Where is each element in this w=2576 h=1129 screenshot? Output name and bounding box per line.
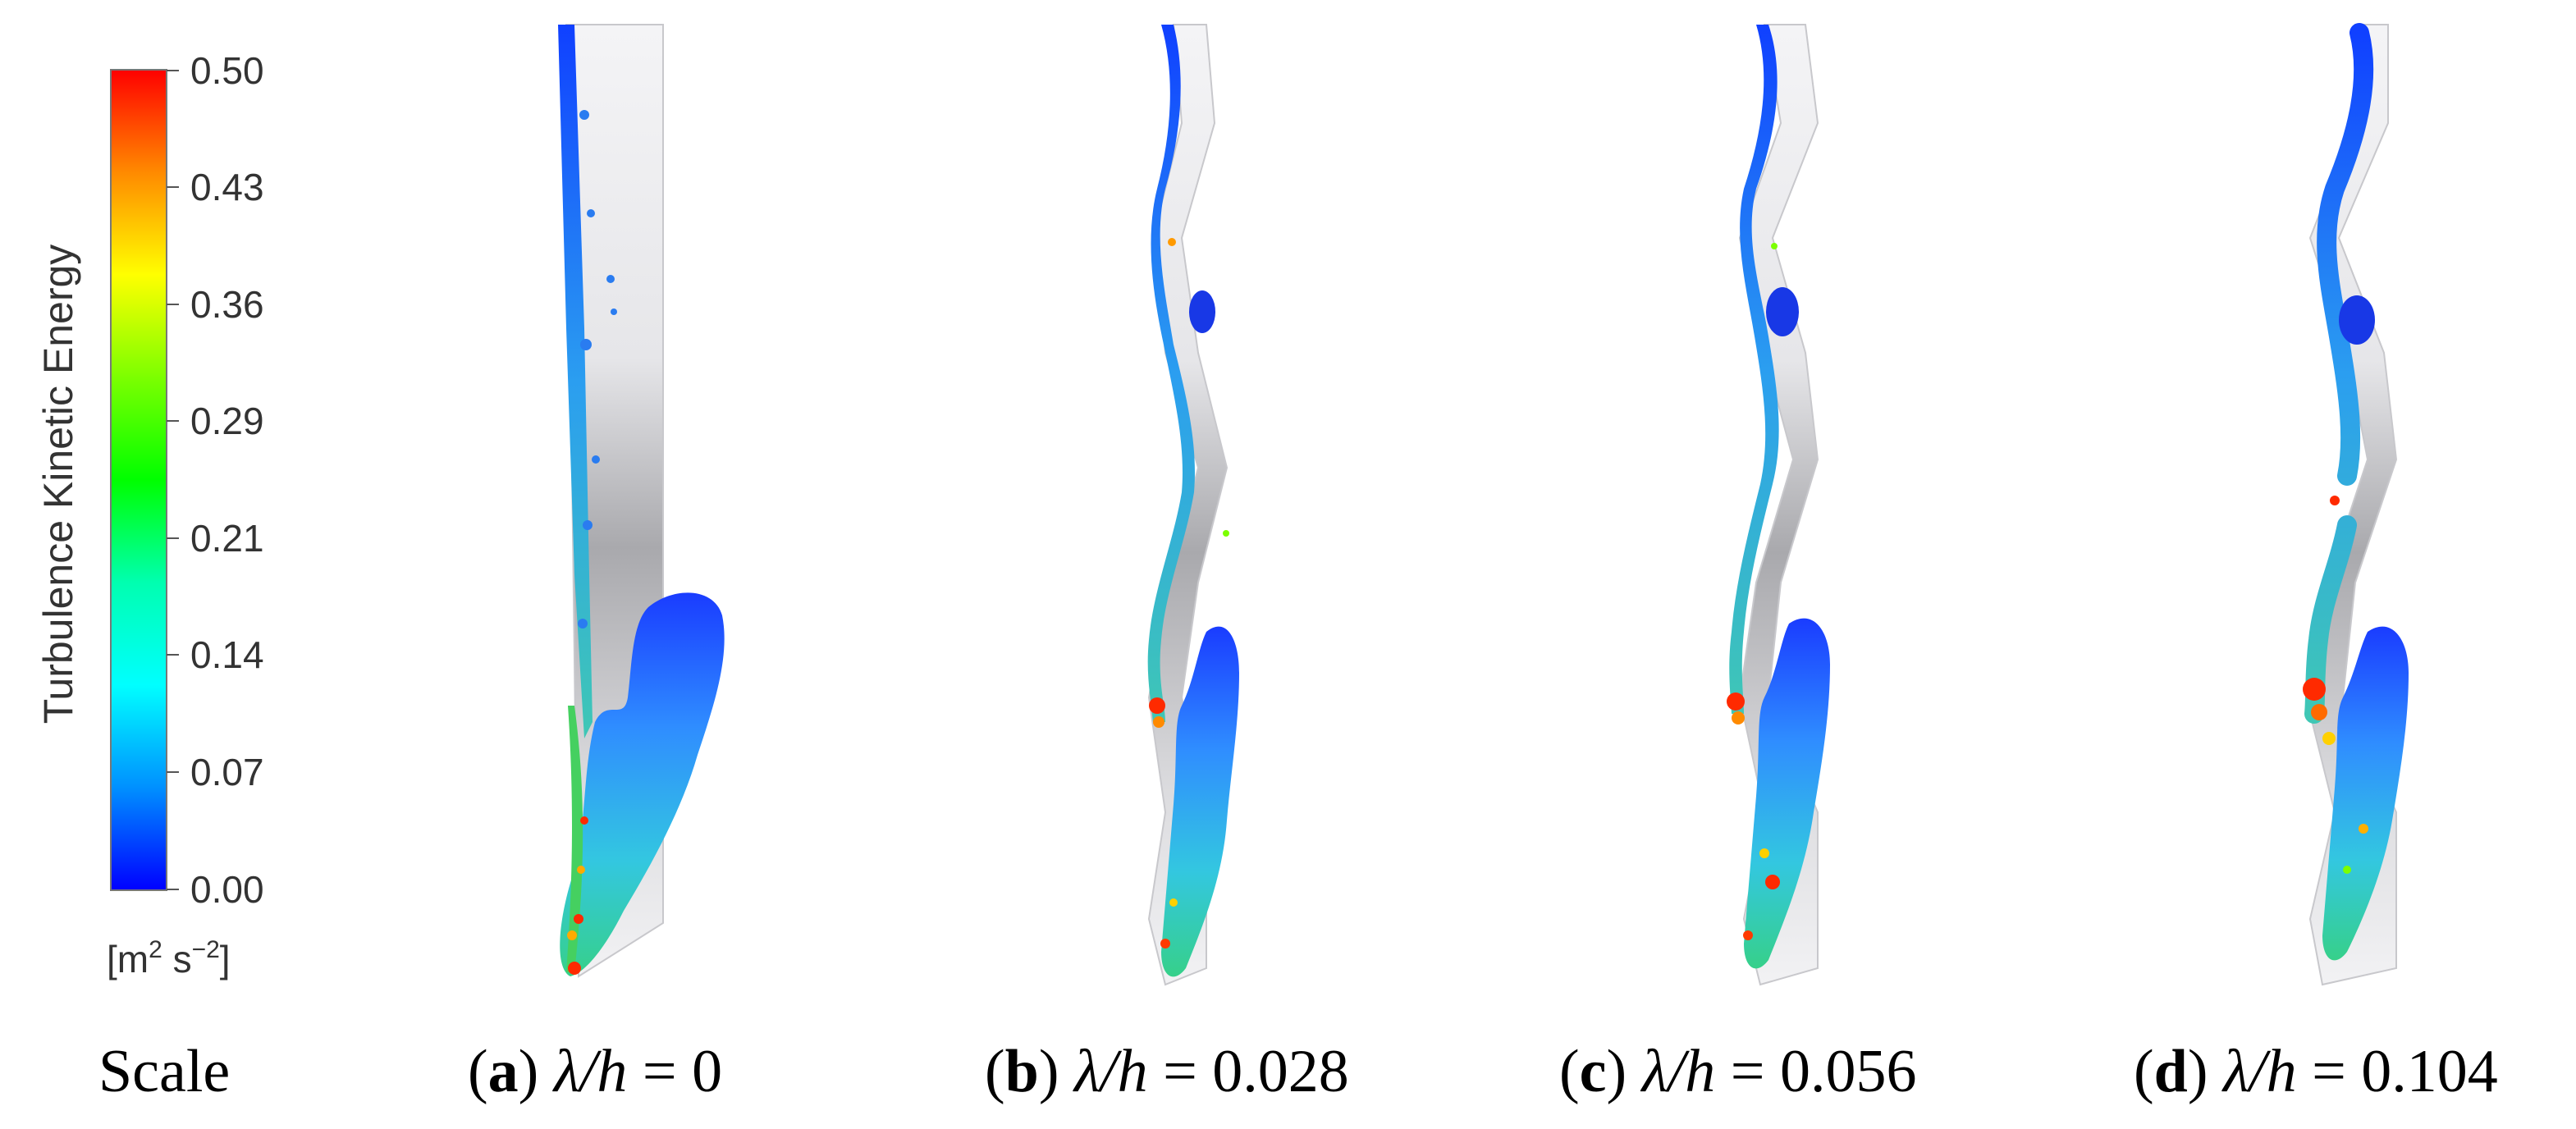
vortex-c (1766, 287, 1799, 336)
panel-d (2303, 23, 2409, 986)
colorbar-tick-4: 0.21 (190, 517, 264, 560)
hotspots-a (568, 816, 588, 975)
hotspots-a-orange (567, 866, 585, 940)
panel-c (1727, 24, 1830, 986)
caption-a: (a) λ/h = 0 (468, 1038, 722, 1105)
vortex-d (2339, 295, 2375, 345)
colorbar-unit: [m2 s−2] (107, 936, 231, 980)
hotspots-d (2303, 496, 2368, 874)
streak-a-specks (578, 110, 617, 628)
caption-scale: Scale (98, 1038, 230, 1105)
colorbar-tick-5: 0.14 (190, 633, 264, 676)
colorbar-tick-marks (167, 70, 179, 890)
streak-a (558, 25, 593, 738)
caption-b: (b) λ/h = 0.028 (985, 1038, 1349, 1105)
colorbar: 0.50 0.43 0.36 0.29 0.21 0.14 0.07 0.00 … (35, 49, 264, 980)
caption-d: (d) λ/h = 0.104 (2134, 1038, 2498, 1105)
hotspots-c (1727, 243, 1780, 940)
panel-a (558, 24, 725, 978)
streak-c (1729, 25, 1779, 714)
colorbar-title: Turbulence Kinetic Energy (35, 245, 81, 724)
wake-d (2322, 626, 2409, 961)
colorbar-tick-1: 0.43 (190, 166, 264, 208)
wake-b (1161, 626, 1239, 977)
colorbar-gradient (110, 69, 167, 891)
colorbar-tick-2: 0.36 (190, 283, 264, 326)
streak-b (1147, 25, 1195, 722)
caption-c: (c) λ/h = 0.056 (1559, 1038, 1917, 1105)
hotspots-b (1149, 238, 1229, 948)
vortex-b (1189, 290, 1215, 333)
wake-a (560, 592, 725, 976)
panel-b (1147, 24, 1239, 986)
colorbar-tick-7: 0.00 (190, 868, 264, 911)
colorbar-tick-3: 0.29 (190, 400, 264, 442)
colorbar-tick-6: 0.07 (190, 751, 264, 793)
colorbar-tick-0: 0.50 (190, 49, 264, 92)
shear-a (566, 706, 583, 972)
